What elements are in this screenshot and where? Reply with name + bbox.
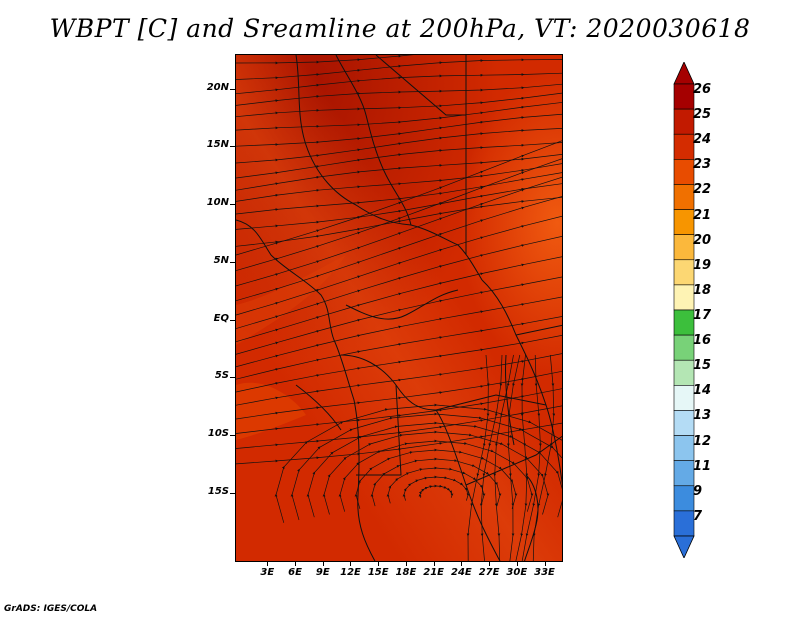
colorbar-tick-label: 18 — [693, 282, 712, 298]
chart-title: WBPT [C] and Sreamline at 200hPa, VT: 20… — [49, 14, 751, 43]
map-panel — [235, 54, 563, 562]
colorbar-segment — [673, 234, 695, 261]
colorbar-segment — [673, 410, 695, 436]
lon-tick-label: 27E — [478, 567, 500, 578]
colorbar-tick-label: 19 — [693, 257, 712, 273]
lon-tick-label: 18E — [395, 567, 417, 578]
colorbar-tick-label: 25 — [693, 107, 712, 123]
lon-tick-mark — [516, 562, 518, 566]
colorbar-segment — [673, 510, 695, 537]
lat-tick-mark — [230, 492, 235, 494]
lat-tick-mark — [230, 146, 235, 148]
colorbar-tick-label: 9 — [693, 483, 703, 499]
lon-tick-label: 6E — [288, 567, 302, 578]
colorbar-tick-label: 23 — [693, 157, 712, 173]
lon-tick-mark — [322, 562, 324, 566]
colorbar-segment — [673, 209, 695, 235]
colorbar-segment — [673, 159, 695, 185]
colorbar-segment — [673, 284, 695, 311]
wbpt-warm-patch-southwest — [236, 382, 306, 440]
colorbar-segment — [673, 184, 695, 210]
colorbar-tick-label: 24 — [693, 132, 712, 148]
colorbar-segment — [673, 108, 695, 135]
colorbar-tick-label: 11 — [693, 458, 712, 474]
lon-tick-label: 30E — [506, 567, 528, 578]
colorbar-min-arrow — [673, 535, 695, 558]
colorbar-segment — [673, 460, 695, 487]
lat-tick-label: 15N — [206, 139, 229, 151]
colorbar-tick-label: 16 — [693, 333, 712, 349]
colorbar-tick-label: 12 — [693, 433, 712, 449]
lon-tick-label: 24E — [450, 567, 472, 578]
lon-tick-mark — [405, 562, 407, 566]
lon-tick-mark — [350, 562, 352, 566]
grads-credit: GrADS: IGES/COLA — [4, 604, 98, 614]
colorbar-tick-label: 7 — [693, 508, 703, 524]
lat-tick-label: EQ — [213, 312, 229, 324]
lat-tick-mark — [230, 377, 235, 379]
colorbar-tick-label: 15 — [693, 358, 712, 374]
colorbar — [673, 62, 695, 558]
colorbar-segment — [673, 435, 695, 461]
colorbar-segment — [673, 359, 695, 386]
lon-tick-mark — [544, 562, 546, 566]
colorbar-tick-label: 21 — [693, 207, 712, 223]
colorbar-max-arrow — [673, 62, 695, 85]
colorbar-tick-label: 17 — [693, 308, 712, 323]
lon-tick-mark — [378, 562, 380, 566]
colorbar-tick-label: 20 — [693, 232, 712, 248]
streamline — [274, 403, 562, 523]
streamline — [532, 354, 556, 561]
lon-tick-label: 3E — [260, 567, 275, 578]
lon-tick-mark — [267, 562, 269, 566]
colorbar-segment — [673, 133, 695, 160]
colorbar-tick-label: 14 — [693, 383, 712, 399]
lat-tick-label: 10S — [207, 428, 229, 439]
lon-tick-label: 21E — [423, 567, 445, 578]
lon-tick-mark — [433, 562, 435, 566]
colorbar-segment — [673, 83, 695, 110]
lat-tick-label: 20N — [206, 81, 229, 93]
streamline — [506, 354, 521, 561]
lon-tick-mark — [489, 562, 491, 566]
colorbar-segment — [673, 385, 695, 411]
lat-tick-label: 10N — [206, 197, 229, 209]
lat-tick-mark — [230, 204, 235, 206]
colorbar-segment — [673, 259, 695, 286]
lon-tick-label: 33E — [534, 567, 555, 578]
lon-tick-label: 12E — [340, 567, 361, 578]
wbpt-streamline-map — [236, 55, 562, 561]
colorbar-tick-label: 13 — [693, 408, 712, 424]
colorbar-tick-label: 26 — [693, 82, 712, 97]
lon-tick-mark — [461, 562, 463, 566]
colorbar-segment — [673, 485, 695, 512]
colorbar-tick-label: 22 — [693, 182, 712, 198]
lat-tick-label: 15S — [207, 485, 229, 497]
lat-tick-label: 5N — [213, 254, 229, 266]
streamline — [493, 354, 514, 561]
lat-tick-label: 5S — [214, 370, 229, 382]
lat-tick-mark — [230, 261, 235, 263]
lat-tick-mark — [230, 88, 235, 90]
lon-tick-label: 9E — [315, 567, 330, 578]
lon-tick-label: 15E — [367, 567, 389, 578]
colorbar-segment — [673, 334, 695, 361]
colorbar-segment — [673, 309, 695, 336]
lat-tick-mark — [230, 435, 235, 436]
lat-tick-mark — [230, 319, 235, 321]
lon-tick-mark — [295, 562, 297, 566]
streamlines — [236, 55, 562, 561]
